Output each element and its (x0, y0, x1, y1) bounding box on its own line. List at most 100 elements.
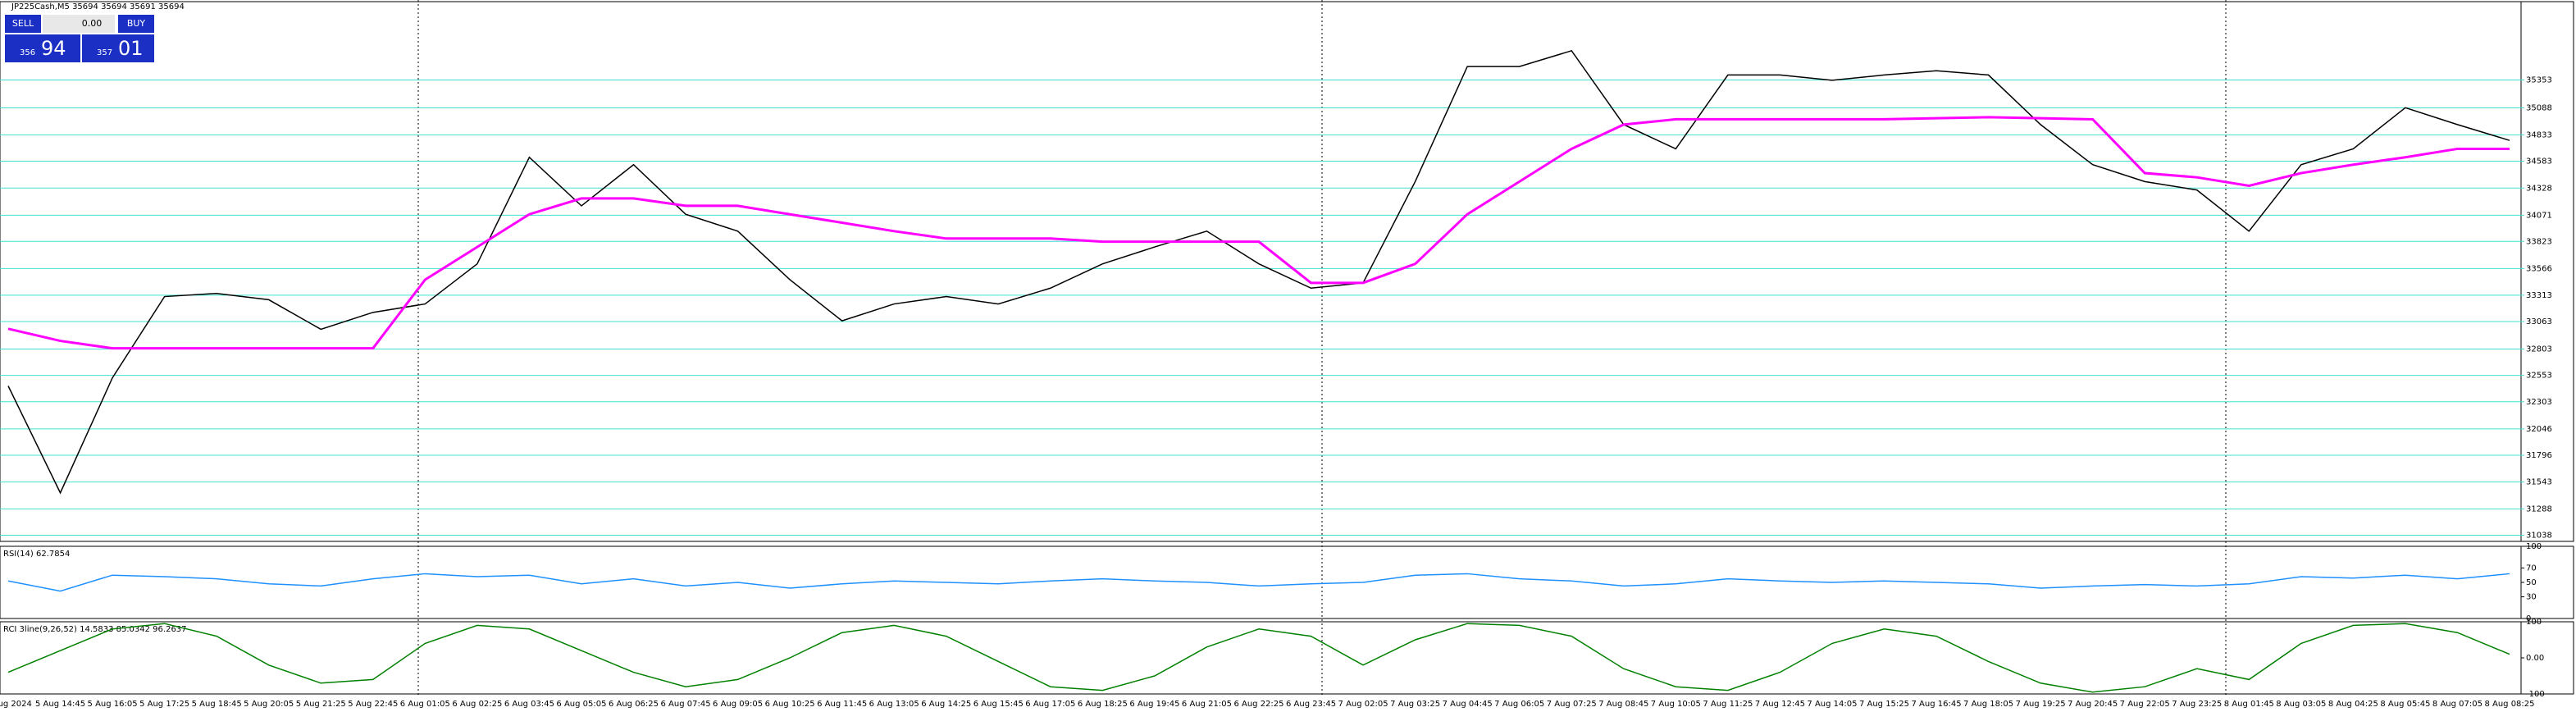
x-tick-label: 6 Aug 06:25 (609, 700, 659, 709)
x-tick-label: 6 Aug 13:05 (869, 700, 919, 709)
y-tick-label: 32553 (2526, 372, 2552, 381)
y-tick-label: 33823 (2526, 237, 2552, 246)
y-tick-label: 33063 (2526, 317, 2552, 326)
x-tick-label: 7 Aug 10:05 (1651, 700, 1701, 709)
y-tick-label: 35353 (2526, 75, 2552, 84)
x-tick-label: 7 Aug 08:45 (1598, 700, 1648, 709)
x-tick-label: 7 Aug 06:05 (1494, 700, 1544, 709)
y-tick-label: 34833 (2526, 130, 2552, 139)
x-tick-label: 7 Aug 20:45 (2068, 700, 2118, 709)
panel-frame (0, 545, 2574, 619)
y-tick-label: 32803 (2526, 345, 2552, 354)
x-tick-label: 5 Aug 20:05 (244, 700, 294, 709)
x-tick-label: 6 Aug 18:25 (1078, 700, 1128, 709)
x-tick-label: 7 Aug 11:25 (1703, 700, 1753, 709)
x-tick-label: 6 Aug 09:05 (713, 700, 763, 709)
x-tick-label: 6 Aug 05:05 (556, 700, 606, 709)
y-tick-label: 33313 (2526, 291, 2552, 300)
x-tick-label: 6 Aug 23:45 (1286, 700, 1336, 709)
ask-box[interactable] (82, 34, 154, 62)
bid-box[interactable] (5, 34, 80, 62)
x-tick-label: 7 Aug 07:25 (1547, 700, 1597, 709)
x-tick-label: 5 Aug 2024 (0, 700, 32, 709)
ask-big: 357 (97, 48, 112, 57)
x-tick-label: 7 Aug 22:05 (2120, 700, 2170, 709)
y-tick-label: 30 (2526, 593, 2537, 602)
x-tick-label: 7 Aug 19:25 (2016, 700, 2066, 709)
panel-frame (0, 1, 2574, 542)
panel-title: RCI 3line(9,26,52) 14.5833 85.0342 96.26… (3, 625, 187, 634)
y-tick-label: 31038 (2526, 532, 2552, 541)
series-line (7, 573, 2510, 592)
ask-small: 01 (118, 37, 144, 60)
x-tick-label: 7 Aug 14:05 (1807, 700, 1857, 709)
x-tick-label: 8 Aug 07:05 (2432, 700, 2483, 709)
y-tick-label: 33566 (2526, 264, 2552, 273)
x-tick-label: 7 Aug 03:25 (1390, 700, 1440, 709)
y-tick-label: 34583 (2526, 157, 2552, 167)
x-tick-label: 7 Aug 23:25 (2172, 700, 2222, 709)
x-tick-label: 6 Aug 01:05 (400, 700, 450, 709)
separators (417, 0, 2227, 696)
series-line (7, 116, 2510, 350)
symbol-line: JP225Cash,M5 35694 35694 35691 35694 (11, 2, 185, 11)
x-tick-label: 8 Aug 08:25 (2484, 700, 2534, 709)
x-tick-label: 8 Aug 04:25 (2328, 700, 2378, 709)
x-tick-label: 5 Aug 18:45 (192, 700, 242, 709)
y-tick-label: 100 (2526, 542, 2542, 551)
volume: 0.00 (82, 18, 103, 29)
x-tick-label: 6 Aug 03:45 (504, 700, 554, 709)
x-tick-label: 6 Aug 17:05 (1025, 700, 1075, 709)
y-tick-label: 70 (2526, 564, 2537, 573)
x-tick-label: 7 Aug 18:05 (1963, 700, 2013, 709)
panel-title: RSI(14) 62.7854 (3, 550, 70, 559)
y-tick-label: 100 (2526, 618, 2542, 627)
x-tick-label: 5 Aug 17:25 (139, 700, 189, 709)
panel-frame (0, 621, 2574, 695)
trade-panel: SELL 0.00 BUY 356 94 357 01 (5, 15, 154, 62)
bid-small: 94 (41, 37, 66, 60)
x-tick-label: 6 Aug 07:45 (661, 700, 711, 709)
y-tick-label: 50 (2526, 578, 2537, 587)
buy-button[interactable] (118, 15, 154, 33)
series-line (7, 49, 2510, 495)
buy-label: BUY (127, 18, 146, 29)
x-tick-label: 7 Aug 12:45 (1755, 700, 1805, 709)
x-tick-label: 8 Aug 05:45 (2380, 700, 2430, 709)
x-tick-label: 5 Aug 16:05 (88, 700, 138, 709)
y-tick-label: 0.00 (2526, 654, 2544, 663)
x-tick-label: 6 Aug 21:05 (1182, 700, 1232, 709)
volume-box[interactable] (43, 15, 115, 33)
x-tick-label: 5 Aug 14:45 (35, 700, 85, 709)
x-tick-label: 6 Aug 11:45 (817, 700, 867, 709)
x-tick-label: 7 Aug 02:05 (1338, 700, 1388, 709)
y-tick-label: 0 (2526, 614, 2531, 623)
x-tick-label: 6 Aug 02:25 (452, 700, 502, 709)
x-tick-label: 8 Aug 03:05 (2276, 700, 2326, 709)
x-tick-label: 5 Aug 22:45 (348, 700, 398, 709)
sell-label: SELL (12, 18, 34, 29)
x-tick-label: 8 Aug 01:45 (2224, 700, 2274, 709)
y-tick-label: 32303 (2526, 398, 2552, 407)
y-tick-label: 34071 (2526, 211, 2552, 220)
x-tick-label: 7 Aug 04:45 (1443, 700, 1493, 709)
y-tick-label: -100 (2526, 690, 2545, 699)
y-tick-label: 31543 (2526, 478, 2552, 487)
series-line (7, 623, 2510, 693)
y-tick-label: 32046 (2526, 425, 2552, 434)
sell-button[interactable] (5, 15, 41, 33)
x-tick-label: 6 Aug 22:25 (1233, 700, 1283, 709)
x-tick-label: 5 Aug 21:25 (296, 700, 346, 709)
x-tick-label: 6 Aug 15:45 (973, 700, 1024, 709)
x-tick-label: 7 Aug 16:45 (1912, 700, 1962, 709)
y-tick-label: 34328 (2526, 184, 2552, 193)
x-tick-label: 6 Aug 10:25 (765, 700, 815, 709)
x-tick-label: 6 Aug 19:45 (1129, 700, 1179, 709)
y-tick-label: 31288 (2526, 504, 2552, 513)
y-tick-label: 35088 (2526, 104, 2552, 113)
y-tick-label: 31796 (2526, 451, 2552, 460)
x-tick-label: 7 Aug 15:25 (1859, 700, 1909, 709)
bid-big: 356 (20, 48, 35, 57)
